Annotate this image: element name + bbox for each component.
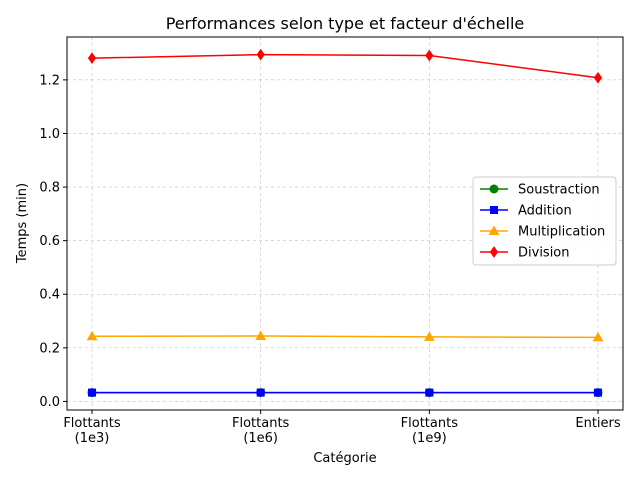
y-tick-label: 1.2 [39,73,60,88]
data-point-multiplication [423,331,435,341]
data-point-multiplication [86,330,98,341]
legend-label-division: Division [518,246,570,261]
y-tick-label: 0.6 [39,234,60,249]
y-tick-label: 1.0 [39,127,60,142]
data-point-multiplication [592,331,604,342]
legend-marker-division [489,246,499,258]
y-tick-label: 0.8 [39,181,60,196]
plot-frame [66,36,624,411]
y-axis-label: Temps (min) [15,183,30,264]
x-tick-label: Entiers [575,416,621,431]
data-point-addition [256,388,265,397]
data-point-division [425,49,434,62]
legend-marker-soustraction [489,184,499,194]
legend-label-multiplication: Multiplication [518,225,605,240]
x-tick-label: Flottants (1e9) [401,416,459,446]
legend-marker-multiplication [488,225,500,235]
x-tick-label: Flottants (1e6) [232,416,290,446]
y-tick-label: 0.0 [39,395,60,410]
data-point-division [87,52,97,65]
y-tick-label: 0.4 [39,288,60,303]
y-axis: 0.0 0.2 0.4 0.6 0.8 1.0 1.2 [39,73,67,410]
y-tick-label: 0.2 [39,341,60,356]
data-point-addition [594,388,602,397]
legend: Soustraction Addition Multiplication Divisi… [472,176,617,266]
data-point-multiplication [255,330,267,341]
x-axis: Flottants (1e3) Flottants (1e6) Flottants (1e… [63,410,621,446]
series-line-division [91,53,599,79]
data-point-division [256,48,265,61]
legend-box [472,176,617,266]
series-line-multiplication [91,335,599,339]
data-point-addition [425,388,434,397]
legend-label-addition: Addition [518,204,572,219]
chart-title: Performances selon type et facteur d'éch… [166,14,525,33]
x-axis-label: Catégorie [313,451,376,466]
x-tick-label: Flottants (1e3) [63,416,121,446]
data-point-addition [88,388,96,397]
legend-marker-addition [490,206,498,214]
series-layer [86,48,604,398]
legend-label-soustraction: Soustraction [518,183,600,198]
data-point-division [593,71,603,84]
